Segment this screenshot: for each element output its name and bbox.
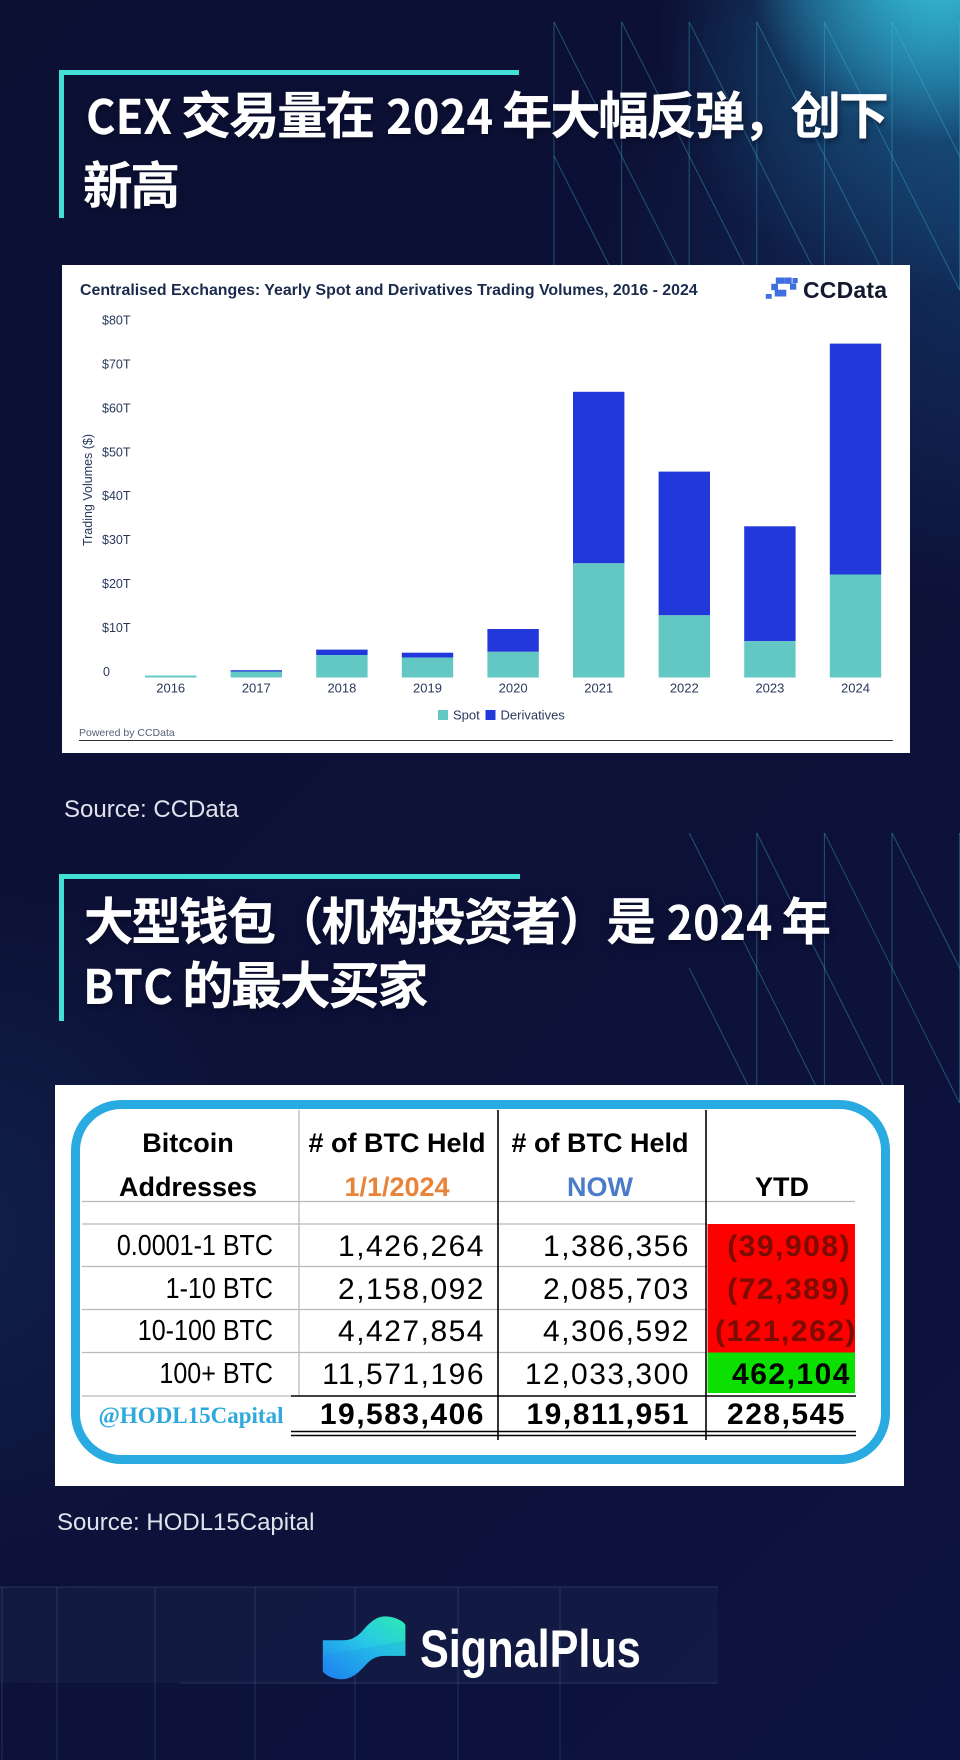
svg-text:Powered by CCData: Powered by CCData [79, 727, 175, 739]
svg-text:CCData: CCData [803, 277, 887, 303]
svg-text:2022: 2022 [670, 681, 699, 696]
svg-text:$10T: $10T [102, 621, 131, 635]
svg-text:Derivatives: Derivatives [501, 708, 566, 723]
svg-text:0: 0 [103, 665, 110, 679]
svg-text:2024: 2024 [841, 681, 870, 696]
svg-text:$70T: $70T [102, 357, 131, 371]
svg-text:Trading Volumes ($): Trading Volumes ($) [81, 434, 95, 546]
svg-text:Spot: Spot [453, 708, 480, 723]
svg-text:$80T: $80T [102, 314, 131, 328]
svg-text:2020: 2020 [499, 681, 528, 696]
svg-text:2021: 2021 [584, 681, 613, 696]
svg-text:2019: 2019 [413, 681, 442, 696]
svg-text:$30T: $30T [102, 533, 131, 547]
svg-text:$50T: $50T [102, 445, 131, 459]
svg-text:2023: 2023 [755, 681, 784, 696]
svg-text:2017: 2017 [242, 681, 271, 696]
svg-text:2016: 2016 [156, 681, 185, 696]
svg-text:Centralised Exchanges: Yearly: Centralised Exchanges: Yearly Spot and D… [80, 282, 698, 299]
svg-text:$40T: $40T [102, 489, 131, 503]
svg-text:$20T: $20T [102, 577, 131, 591]
svg-text:2018: 2018 [327, 681, 356, 696]
svg-text:$60T: $60T [102, 401, 131, 415]
